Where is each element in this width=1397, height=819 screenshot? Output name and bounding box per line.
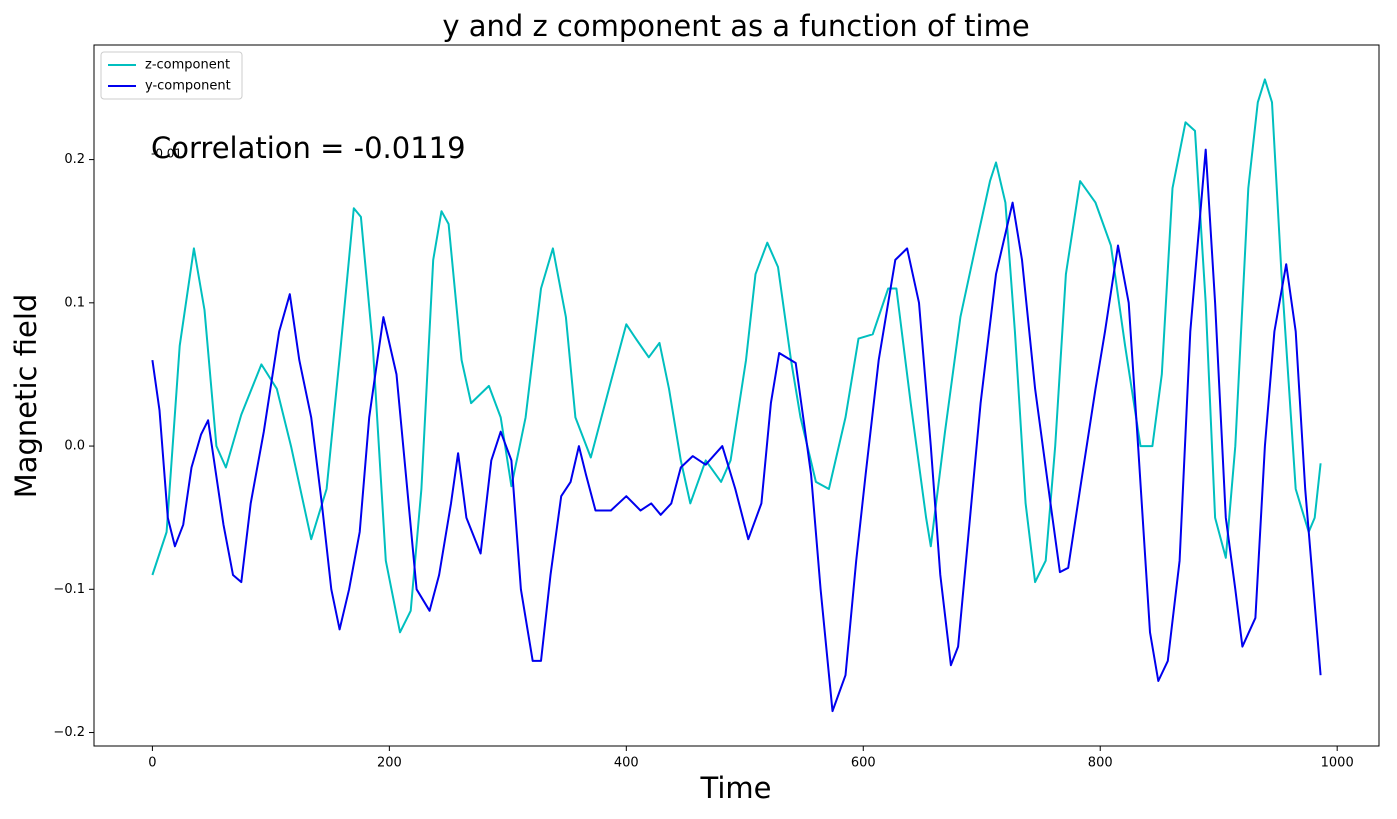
legend-label: y-component xyxy=(145,79,231,94)
y-tick-label: 0.0 xyxy=(64,439,85,454)
y-tick-label: 0.2 xyxy=(64,152,85,167)
chart-title: y and z component as a function of time xyxy=(442,9,1029,43)
y-tick-label: −0.1 xyxy=(53,582,85,597)
y-axis-label: Magnetic field xyxy=(9,294,43,499)
x-tick-label: 400 xyxy=(614,756,639,771)
plot-frame xyxy=(93,44,1380,747)
y-tick-label: −0.2 xyxy=(53,725,85,740)
legend-box xyxy=(100,51,243,100)
x-tick-label: 1000 xyxy=(1321,756,1354,771)
x-tick-label: 0 xyxy=(148,756,156,771)
x-tick-label: 200 xyxy=(377,756,402,771)
annotation: Correlation = -0.0119 xyxy=(151,131,466,165)
x-tick-label: 800 xyxy=(1088,756,1113,771)
legend-label: z-component xyxy=(145,58,230,73)
x-axis-label: Time xyxy=(700,771,772,805)
y-tick-label: 0.1 xyxy=(64,295,85,310)
annotation: -0.01 xyxy=(151,147,182,161)
x-tick-label: 600 xyxy=(851,756,876,771)
series-line xyxy=(151,148,1322,713)
